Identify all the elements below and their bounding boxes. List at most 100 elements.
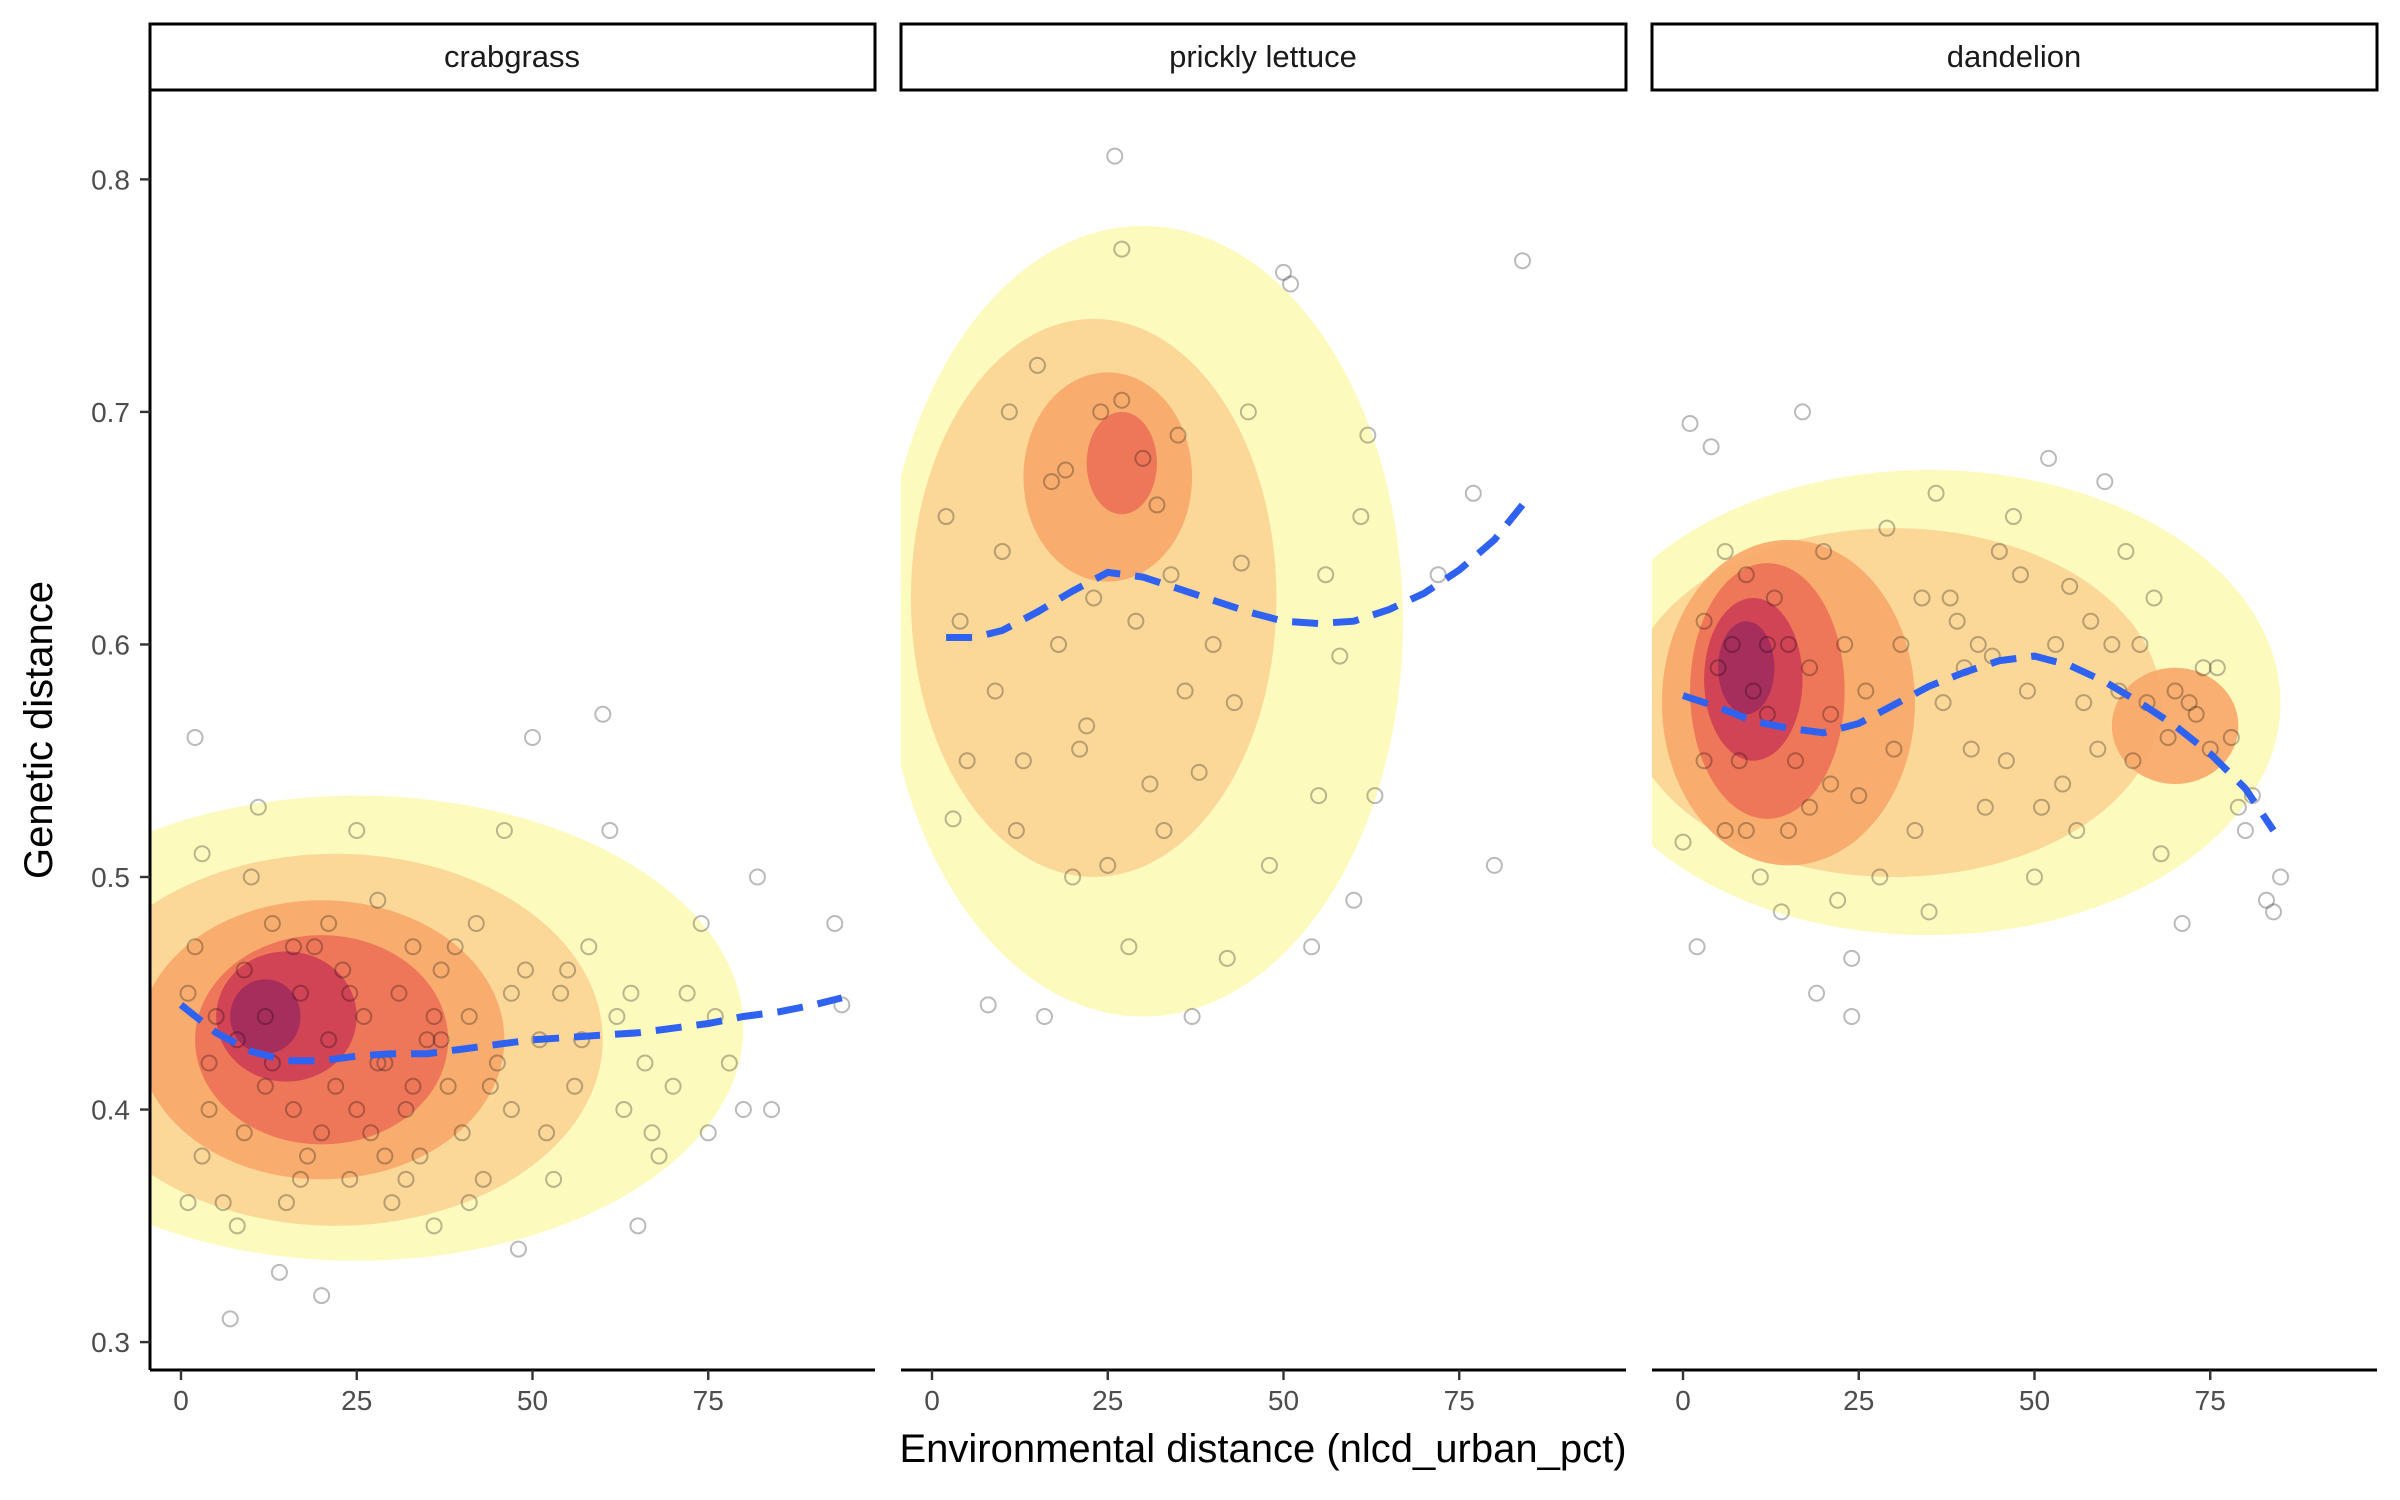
data-point <box>235 1124 253 1142</box>
data-point <box>1737 566 1755 584</box>
data-point <box>1871 868 1889 886</box>
data-point <box>348 821 366 839</box>
data-point <box>678 984 696 1002</box>
trend-line <box>946 502 1526 641</box>
data-point <box>580 938 598 956</box>
data-point <box>2033 798 2051 816</box>
data-point <box>1127 612 1145 630</box>
points-layer <box>179 705 851 1328</box>
data-point <box>2166 682 2184 700</box>
data-point <box>937 508 955 526</box>
y-axis: 0.3 0.4 0.5 0.6 0.7 0.8 <box>91 91 152 1370</box>
panel-prickly-lettuce: prickly lettuce 0 25 50 75 <box>899 22 1628 1416</box>
data-point <box>193 845 211 863</box>
data-point <box>446 938 464 956</box>
data-point <box>292 1170 310 1188</box>
density-layer <box>150 795 744 1261</box>
x-tick-label: 50 <box>2019 1385 2050 1416</box>
x-tick-label: 75 <box>2195 1385 2226 1416</box>
data-point <box>2047 635 2065 653</box>
data-point <box>249 798 267 816</box>
data-point <box>1969 635 1987 653</box>
strip-label: crabgrass <box>444 39 580 74</box>
x-tick-label: 50 <box>1268 1385 1299 1416</box>
data-point <box>502 984 520 1002</box>
data-point <box>1078 717 1096 735</box>
data-point <box>334 961 352 979</box>
data-point <box>2075 694 2093 712</box>
data-point <box>516 961 534 979</box>
data-point <box>2011 566 2029 584</box>
data-point <box>200 1054 218 1072</box>
data-point <box>404 1077 422 1095</box>
density-layer <box>1652 470 2281 936</box>
data-point <box>1709 659 1727 677</box>
data-point <box>2222 728 2240 746</box>
data-point <box>2131 635 2149 653</box>
y-tick-label: 0.4 <box>91 1095 130 1126</box>
data-point <box>2145 589 2163 607</box>
strip-dandelion <box>1650 22 2379 92</box>
data-point <box>1106 147 1124 165</box>
data-point <box>383 1194 401 1212</box>
data-point <box>1232 554 1250 572</box>
data-point <box>1282 275 1300 293</box>
data-point <box>573 1031 591 1049</box>
data-point <box>362 1124 380 1142</box>
data-point <box>1190 763 1208 781</box>
data-point <box>1674 833 1692 851</box>
data-point <box>1485 856 1503 874</box>
data-point <box>439 1077 457 1095</box>
data-point <box>538 1124 556 1142</box>
y-axis-title: Genetic distance <box>17 581 61 879</box>
data-point <box>256 1077 274 1095</box>
data-point <box>1310 787 1328 805</box>
data-point <box>1962 740 1980 758</box>
data-point <box>1829 891 1847 909</box>
data-point <box>1464 484 1482 502</box>
data-point <box>397 1101 415 1119</box>
data-point <box>193 1147 211 1165</box>
data-point <box>1134 449 1152 467</box>
data-point <box>629 1217 647 1235</box>
data-point <box>256 1008 274 1026</box>
data-point <box>2117 542 2135 560</box>
data-point <box>242 868 260 886</box>
data-point <box>1429 566 1447 584</box>
panel-crabgrass: crabgrass 0 25 50 75 <box>148 22 877 1416</box>
data-point <box>186 938 204 956</box>
data-point <box>1352 508 1370 526</box>
data-point <box>664 1077 682 1095</box>
data-point <box>348 1101 366 1119</box>
data-point <box>2187 705 2205 723</box>
data-point <box>355 1008 373 1026</box>
data-point <box>2054 775 2072 793</box>
data-point <box>1514 252 1532 270</box>
strip-label: prickly lettuce <box>1169 39 1357 74</box>
data-point <box>509 1240 527 1258</box>
density-layer <box>901 225 1403 1017</box>
data-point <box>2236 821 2254 839</box>
data-point <box>734 1101 752 1119</box>
data-point <box>502 1101 520 1119</box>
data-point <box>1303 938 1321 956</box>
data-point <box>1155 821 1173 839</box>
density-contour-7 <box>2111 667 2239 784</box>
data-point <box>390 984 408 1002</box>
data-point <box>214 1194 232 1212</box>
data-point <box>1990 542 2008 560</box>
density-contour-6 <box>230 979 301 1054</box>
data-point <box>1751 868 1769 886</box>
x-tick-label: 25 <box>341 1385 372 1416</box>
x-tick-label: 75 <box>1444 1385 1475 1416</box>
data-point <box>1822 775 1840 793</box>
data-point <box>425 1008 443 1026</box>
data-point <box>207 1008 225 1026</box>
points-layer <box>937 147 1532 1026</box>
data-point <box>1723 635 1741 653</box>
data-point <box>179 1194 197 1212</box>
y-tick-label: 0.7 <box>91 397 130 428</box>
data-point <box>2040 449 2058 467</box>
data-point <box>1218 949 1236 967</box>
data-point <box>2018 682 2036 700</box>
